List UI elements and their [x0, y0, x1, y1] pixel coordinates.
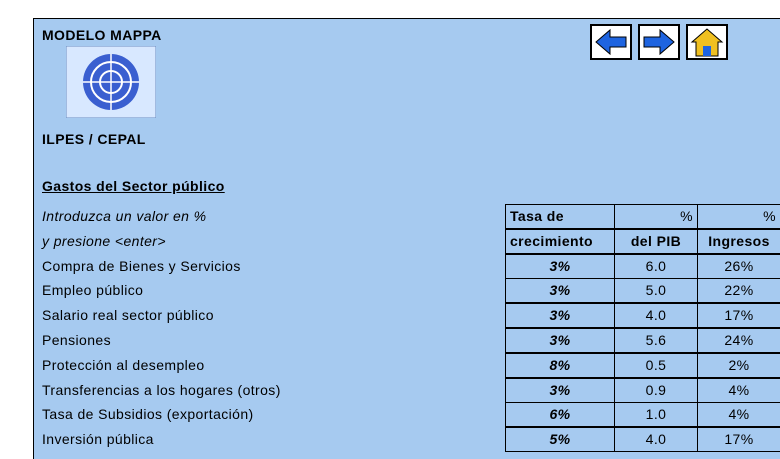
- value-cell: 5.0: [614, 278, 698, 304]
- input-cell: 3%: [505, 253, 615, 279]
- input-cell: 8%: [505, 352, 615, 378]
- value-cell: 4.0: [614, 303, 698, 329]
- value-cell: 22%: [697, 278, 780, 304]
- row-label: Inversión pública: [42, 431, 154, 448]
- column-header: Ingresos: [697, 228, 780, 254]
- title: MODELO MAPPA: [42, 27, 162, 43]
- row-label: Protección al desempleo: [42, 356, 205, 373]
- section-title: Gastos del Sector público: [42, 178, 225, 194]
- input-cell: 3%: [505, 377, 615, 403]
- input-cell: 3%: [505, 278, 615, 304]
- input-cell: 6%: [505, 402, 615, 428]
- value-cell: 4.0: [614, 427, 698, 453]
- value-cell: 0.9: [614, 377, 698, 403]
- value-cell: 17%: [697, 303, 780, 329]
- sheet-panel: [33, 18, 780, 459]
- row-label: Salario real sector público: [42, 307, 214, 324]
- input-cell: 3%: [505, 328, 615, 353]
- row-label: Tasa de Subsidios (exportación): [42, 406, 254, 423]
- row-label: Empleo público: [42, 282, 144, 299]
- value-cell: 4%: [697, 377, 780, 403]
- subtitle: ILPES / CEPAL: [42, 131, 146, 147]
- value-cell: 0.5: [614, 352, 698, 378]
- column-header: %: [614, 204, 698, 229]
- value-cell: 17%: [697, 427, 780, 453]
- value-cell: 6.0: [614, 253, 698, 279]
- instruction: y presione <enter>: [42, 232, 166, 249]
- value-cell: 2%: [697, 352, 780, 378]
- value-cell: 5.6: [614, 328, 698, 353]
- column-header: del PIB: [614, 228, 698, 254]
- home-button[interactable]: [686, 24, 728, 60]
- instruction: Introduzca un valor en %: [42, 208, 207, 224]
- row-label: Compra de Bienes y Servicios: [42, 257, 241, 274]
- column-header: %: [697, 204, 780, 229]
- column-header: crecimiento: [505, 228, 615, 254]
- input-cell: 3%: [505, 303, 615, 329]
- value-cell: 26%: [697, 253, 780, 279]
- un-logo: [66, 46, 156, 118]
- value-cell: 4%: [697, 402, 780, 428]
- back-button[interactable]: [590, 24, 632, 60]
- row-label: Transferencias a los hogares (otros): [42, 381, 281, 398]
- input-cell: 5%: [505, 427, 615, 453]
- value-cell: 24%: [697, 328, 780, 353]
- forward-button[interactable]: [638, 24, 680, 60]
- row-label: Pensiones: [42, 332, 111, 348]
- column-header: Tasa de: [505, 204, 615, 229]
- value-cell: 1.0: [614, 402, 698, 428]
